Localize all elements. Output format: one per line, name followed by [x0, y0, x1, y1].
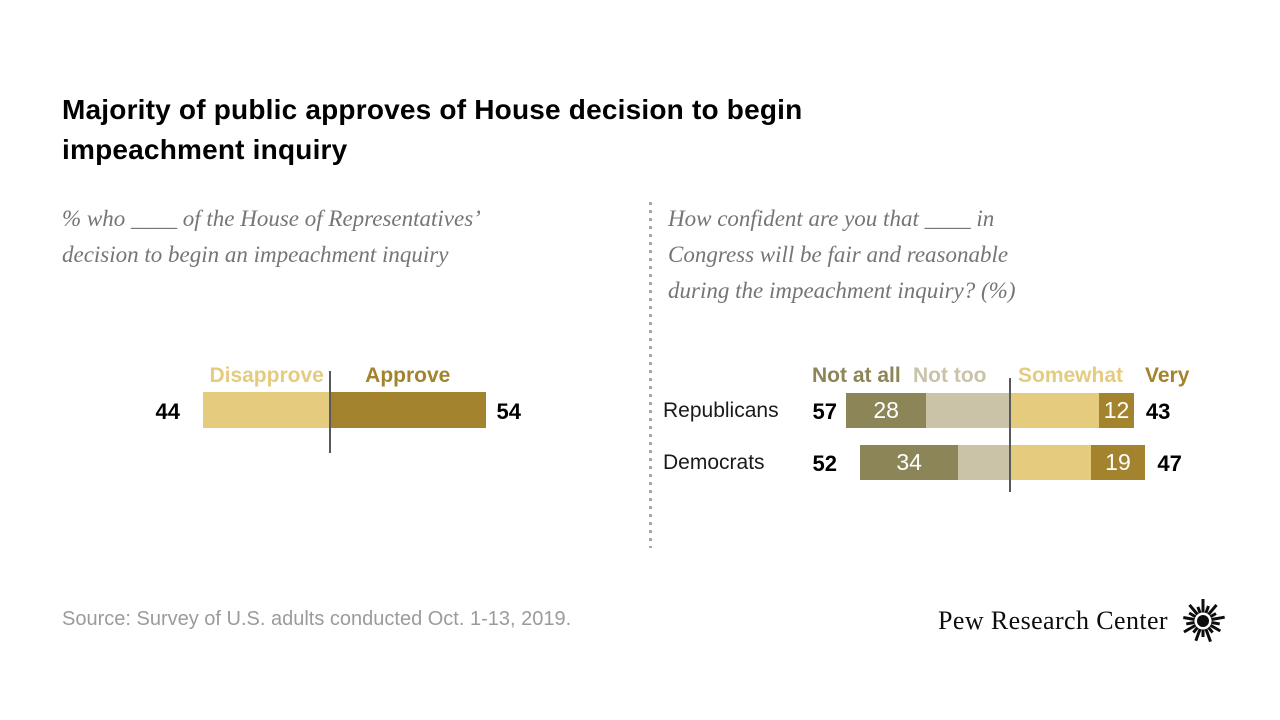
legend-somewhat: Somewhat	[1018, 364, 1124, 387]
page-title: Majority of public approves of House dec…	[62, 94, 803, 165]
disapprove-value: 44	[155, 399, 180, 424]
segment-value-label: 19	[1105, 449, 1131, 475]
left-chart-subtitle: % who ____ of the House of Representativ…	[62, 206, 481, 267]
pew-branding: Pew Research Center	[930, 596, 1226, 646]
democrats-bar: 34 19	[860, 445, 1146, 480]
right-chart-center-line	[1009, 378, 1011, 492]
pew-logo-starburst-icon	[1183, 599, 1225, 643]
segment-approve	[329, 392, 486, 428]
republicans-bar: 28 12	[845, 393, 1134, 428]
row-label-democrats: Democrats	[663, 451, 765, 474]
segment-very: 12	[1099, 393, 1134, 428]
confidence-chart: Not at all Not too Somewhat Very Republi…	[655, 355, 1230, 495]
left-chart-center-line	[329, 371, 331, 453]
democrats-right-total: 47	[1157, 451, 1182, 476]
panel-divider-dotted-line	[649, 202, 652, 548]
segment-very: 19	[1090, 445, 1146, 480]
source-note: Source: Survey of U.S. adults conducted …	[62, 608, 572, 630]
pew-logo-text: Pew Research Center	[938, 606, 1168, 635]
democrats-left-total: 52	[812, 451, 837, 476]
approve-value: 54	[496, 399, 521, 424]
right-chart-subtitle: How confident are you that ____ in Congr…	[668, 206, 1016, 303]
segment-not-at-all: 28	[845, 393, 927, 428]
segment-value-label: 28	[873, 397, 899, 423]
segment-disapprove	[203, 392, 330, 428]
segment-not-too	[926, 393, 1010, 428]
legend-not-at-all: Not at all	[812, 364, 901, 387]
legend-approve: Approve	[365, 364, 451, 387]
segment-somewhat	[1009, 445, 1091, 480]
approval-chart: Disapprove Approve 44 54	[62, 355, 602, 465]
segment-value-label: 34	[896, 449, 922, 475]
approval-bar	[203, 392, 486, 428]
legend-disapprove: Disapprove	[209, 364, 324, 387]
legend-not-too: Not too	[913, 364, 987, 387]
legend-very: Very	[1145, 364, 1190, 387]
row-label-republicans: Republicans	[663, 399, 779, 422]
segment-not-too	[958, 445, 1010, 480]
segment-not-at-all: 34	[860, 445, 959, 480]
republicans-right-total: 43	[1145, 399, 1171, 424]
republicans-left-total: 57	[812, 399, 837, 424]
segment-value-label: 12	[1103, 397, 1130, 423]
segment-somewhat	[1009, 393, 1100, 428]
